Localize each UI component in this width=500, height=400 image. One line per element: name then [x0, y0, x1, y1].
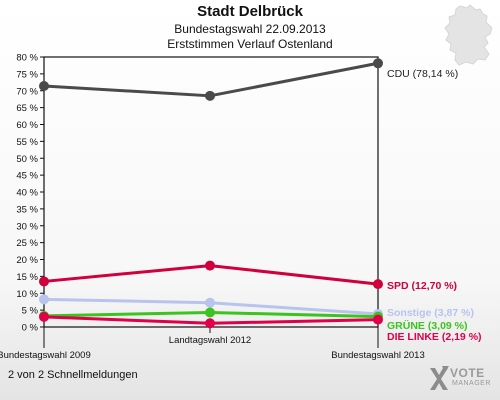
series-end-label-gr-ne: GRÜNE (3,09 %) — [387, 319, 468, 332]
data-point-cdu — [205, 90, 215, 101]
brand-name-vote: VOTE — [450, 366, 485, 380]
chart-subtitle-election: Bundestagswahl 22.09.2013 — [174, 22, 326, 36]
data-point-spd — [39, 276, 49, 287]
data-point-die-linke — [373, 314, 383, 325]
brand-name-manager: MANAGER — [452, 380, 491, 387]
y-tick-label: 35 % — [16, 204, 38, 215]
y-tick-label: 60 % — [16, 120, 38, 131]
y-tick-label: 25 % — [16, 238, 38, 249]
y-tick-label: 75 % — [16, 69, 38, 80]
chart-subtitle-area: Erststimmen Verlauf Ostenland — [167, 37, 333, 51]
data-point-die-linke — [205, 318, 215, 329]
data-point-sonstige — [39, 294, 49, 305]
series-end-label-sonstige: Sonstige (3,87 %) — [387, 307, 474, 319]
data-point-sonstige — [205, 297, 215, 308]
y-tick-label: 10 % — [16, 289, 38, 300]
data-point-cdu — [373, 58, 383, 69]
y-tick-label: 20 % — [16, 255, 38, 266]
data-point-spd — [373, 279, 383, 290]
chart-title: Stadt Delbrück — [197, 3, 303, 20]
germany-map-icon — [444, 4, 493, 66]
data-point-cdu — [39, 81, 49, 92]
y-tick-label: 30 % — [16, 221, 38, 232]
data-point-gr-ne — [205, 307, 215, 318]
report-count-note: 2 von 2 Schnellmeldungen — [8, 369, 138, 381]
y-tick-label: 80 % — [16, 53, 38, 64]
data-point-spd — [205, 260, 215, 271]
data-point-die-linke — [39, 311, 49, 322]
y-tick-label: 15 % — [16, 272, 38, 283]
y-tick-label: 45 % — [16, 171, 38, 182]
votemanager-logo: VOTE MANAGER — [428, 364, 498, 396]
x-tick-label: Bundestagswahl 2009 — [0, 350, 91, 361]
x-tick-label: Bundestagswahl 2013 — [331, 350, 425, 361]
y-tick-label: 40 % — [16, 188, 38, 199]
y-tick-label: 50 % — [16, 154, 38, 165]
series-end-label-die-linke: DIE LINKE (2,19 %) — [387, 331, 482, 343]
y-tick-label: 55 % — [16, 137, 38, 148]
y-tick-label: 65 % — [16, 103, 38, 114]
x-tick-label: Landtagswahl 2012 — [169, 335, 251, 346]
series-end-label-cdu: CDU (78,14 %) — [387, 68, 458, 80]
votemanager-x-icon — [430, 366, 449, 390]
y-tick-label: 0 % — [22, 323, 39, 334]
series-end-label-spd: SPD (12,70 %) — [387, 280, 457, 292]
y-tick-label: 70 % — [16, 86, 38, 97]
y-tick-label: 5 % — [22, 306, 39, 317]
